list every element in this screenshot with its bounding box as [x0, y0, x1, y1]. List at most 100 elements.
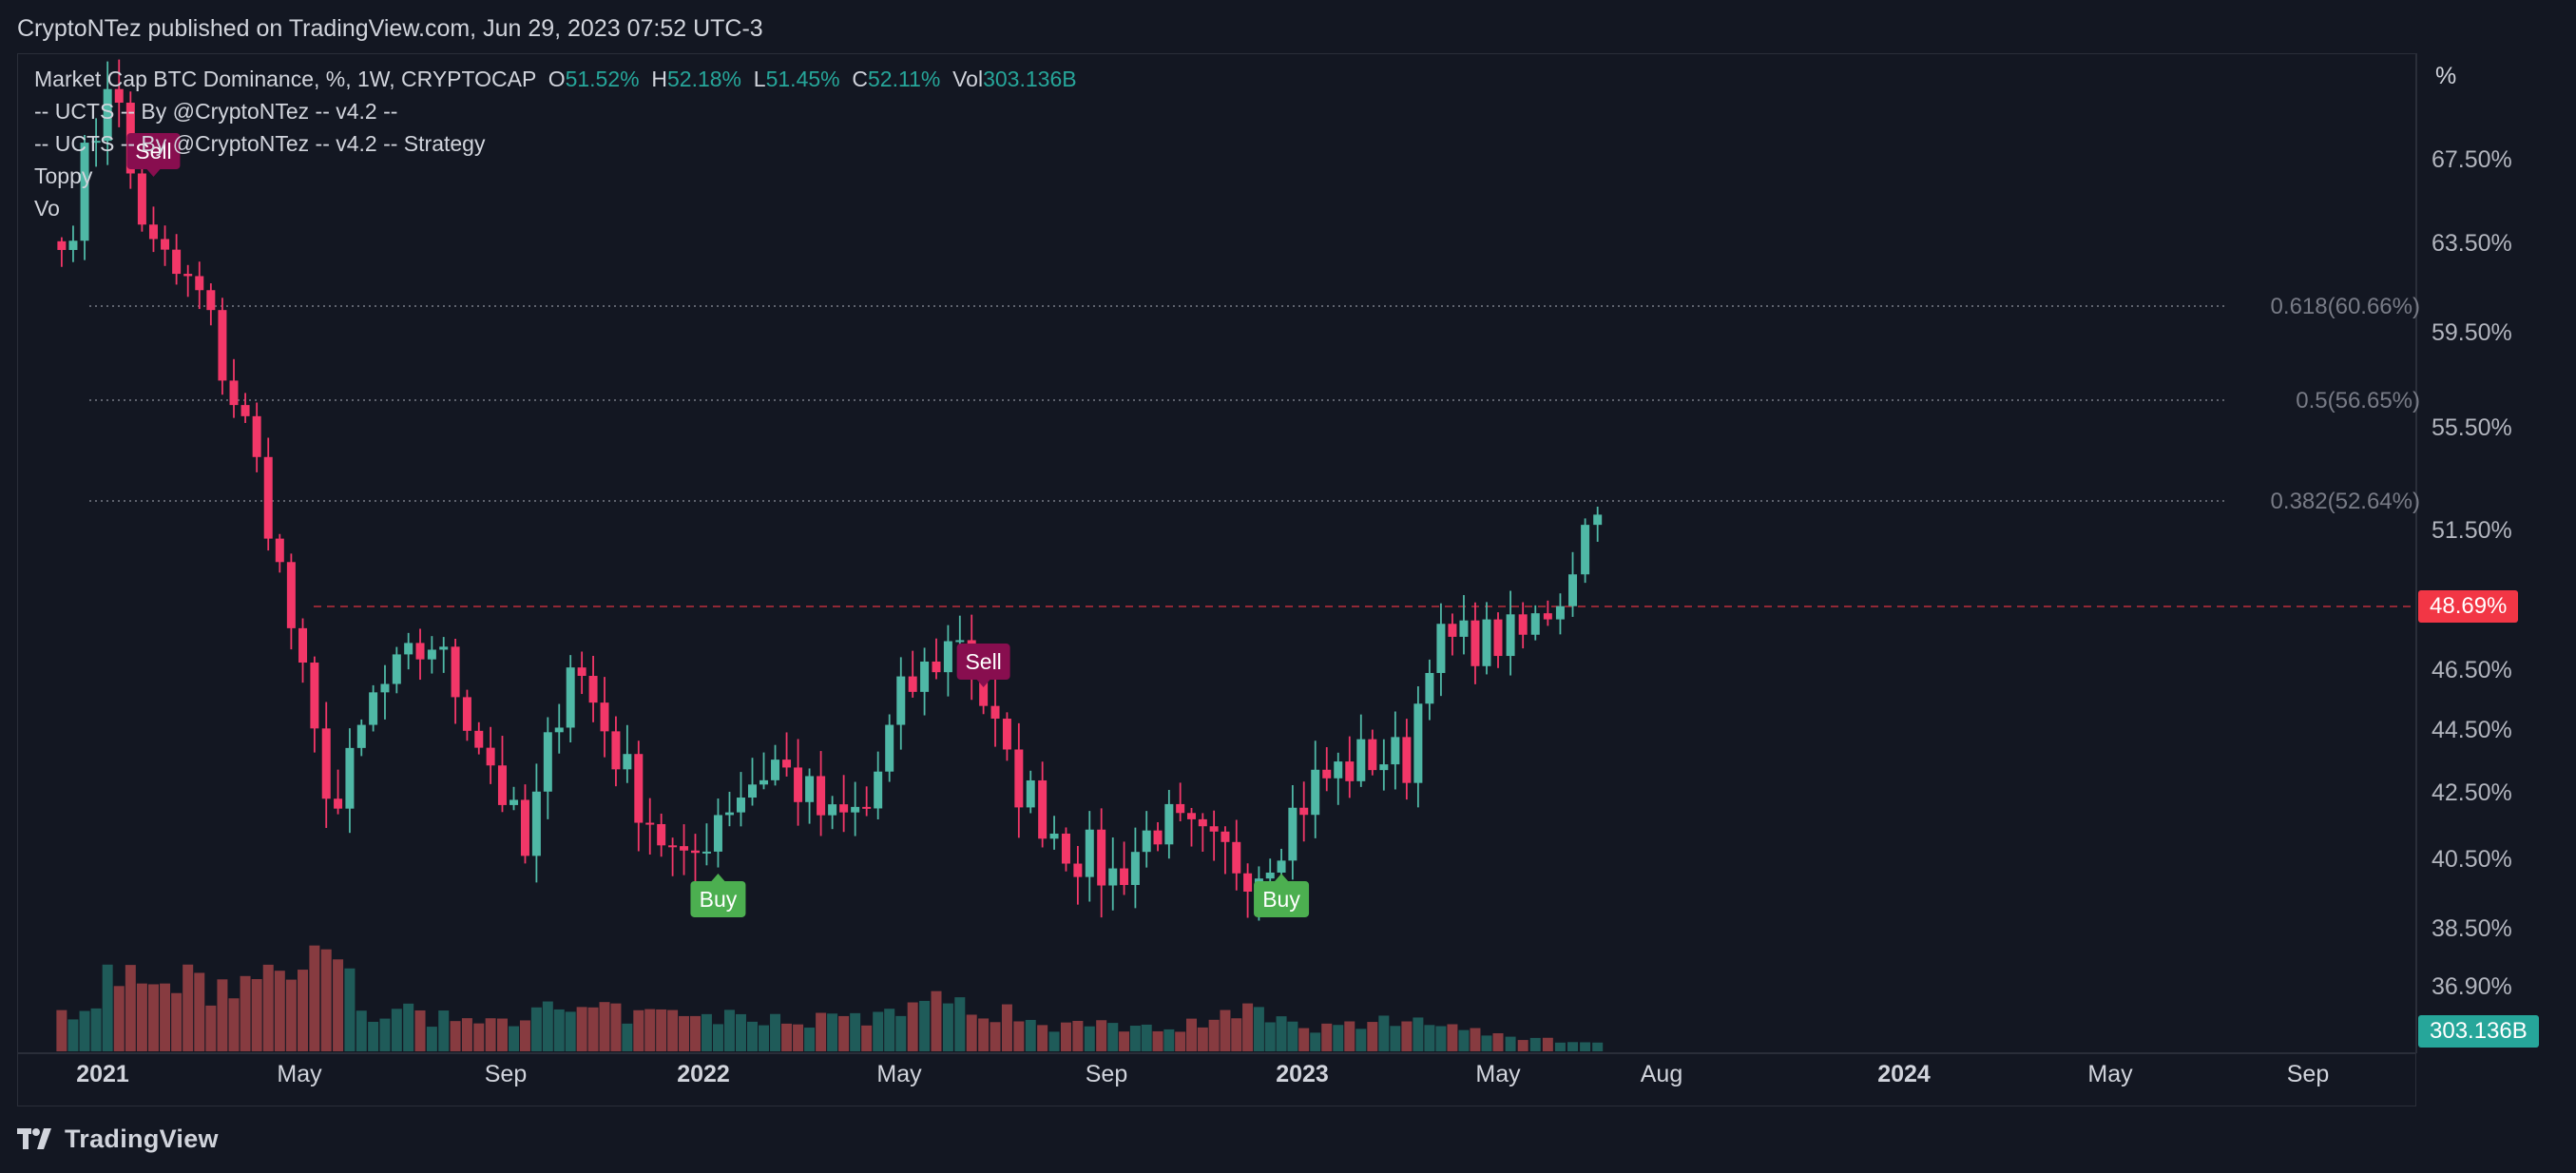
volume-bar: [1505, 1036, 1516, 1051]
volume-bar: [850, 1012, 861, 1051]
candle-body: [1176, 803, 1185, 814]
volume-bar: [509, 1026, 520, 1051]
candle-body: [1448, 624, 1457, 637]
symbol-legend[interactable]: Market Cap BTC Dominance, %, 1W, CRYPTOC…: [34, 67, 1077, 92]
volume-bar: [1287, 1021, 1298, 1051]
candle-body: [57, 240, 67, 250]
indicator-legend-3[interactable]: Toppy: [34, 163, 93, 188]
candle-body: [577, 667, 586, 677]
low-value: 51.45%: [765, 67, 840, 91]
buy-signal-pointer: [711, 873, 725, 881]
candle-body: [334, 798, 343, 809]
candle-body: [91, 141, 101, 144]
candle-body: [702, 851, 711, 854]
candle-body: [1288, 807, 1298, 861]
volume-bar: [622, 1023, 633, 1051]
candle-body: [1108, 868, 1118, 886]
volume-bar: [228, 998, 240, 1051]
volume-bar: [274, 971, 285, 1051]
indicator-legend-2[interactable]: -- UCTS -- By @CryptoNTez -- v4.2 -- Str…: [34, 131, 486, 156]
candle-body: [554, 727, 564, 733]
candle-body: [356, 724, 366, 748]
volume-bar: [1447, 1024, 1458, 1051]
candle-body: [1425, 672, 1434, 704]
volume-bar: [426, 1027, 437, 1051]
volume-bar: [320, 949, 332, 1051]
volume-bar: [1208, 1019, 1220, 1051]
indicator-legend-1[interactable]: -- UCTS -- By @CryptoNTez -- v4.2 --: [34, 99, 398, 124]
candle-body: [724, 812, 734, 816]
candle-body: [771, 760, 780, 780]
candle-body: [1153, 830, 1163, 845]
high-value: 52.18%: [667, 67, 742, 91]
x-tick-label: Sep: [485, 1061, 527, 1087]
y-tick-label: 51.50%: [2432, 517, 2512, 544]
volume-bar: [1253, 1007, 1264, 1051]
buy-signal-badge: [690, 880, 746, 917]
candle-body: [1334, 761, 1343, 779]
volume-bar: [966, 1014, 977, 1051]
volume-bar: [356, 1010, 367, 1051]
volume-bar: [1542, 1037, 1553, 1051]
volume-bar: [1025, 1019, 1036, 1051]
volume-bar: [1344, 1021, 1355, 1051]
candle-body: [1061, 833, 1070, 864]
candle-body: [943, 641, 952, 673]
volume-bar: [485, 1018, 496, 1051]
volume-bar: [781, 1023, 793, 1051]
candle-body: [1506, 614, 1515, 657]
sell-signal-label: Sell: [965, 649, 1001, 674]
volume-bar: [160, 983, 171, 1051]
candle-body: [1322, 769, 1332, 779]
volume-bar: [576, 1007, 587, 1051]
volume-bar: [217, 979, 228, 1051]
volume-bar: [1048, 1031, 1060, 1051]
volume-bar: [1001, 1004, 1012, 1051]
volume-bar: [113, 986, 125, 1051]
candle-body: [611, 731, 621, 770]
candle-body: [1232, 841, 1241, 874]
candle-body: [1311, 769, 1320, 816]
volume-bar: [610, 1003, 622, 1051]
candle-body: [1026, 779, 1035, 808]
y-tick-label: 67.50%: [2432, 146, 2512, 173]
candle-body: [240, 405, 250, 416]
y-tick-label: 38.50%: [2432, 915, 2512, 942]
candle-body: [839, 804, 849, 813]
volume-bar: [1517, 1040, 1528, 1051]
x-tick-label: Aug: [1641, 1061, 1682, 1087]
candle-body: [908, 676, 917, 692]
candle-body: [543, 732, 552, 792]
plot-area[interactable]: [56, 59, 2416, 1051]
candle-body: [392, 654, 401, 684]
volume-bar: [804, 1028, 816, 1051]
buy-signal-pointer: [1275, 873, 1289, 881]
volume-bar: [735, 1013, 746, 1051]
volume-bar: [599, 1002, 610, 1051]
volume-bar: [1084, 1026, 1095, 1051]
volume-bar: [298, 970, 309, 1051]
candle-body: [380, 683, 390, 693]
volume-bar: [251, 979, 262, 1051]
candle-body: [114, 88, 124, 104]
volume-bar: [542, 1001, 553, 1051]
volume-bar: [414, 1010, 426, 1051]
volume-bar: [1185, 1018, 1197, 1051]
y-tick-label: 36.90%: [2432, 973, 2512, 1000]
candle-body: [275, 538, 284, 563]
candle-body: [1356, 739, 1366, 781]
sell-signal-badge: [956, 644, 1010, 681]
candle-body: [1518, 614, 1528, 635]
indicator-legend-4[interactable]: Vo: [34, 196, 60, 221]
candle-body: [1493, 619, 1503, 657]
candle-body: [920, 661, 930, 692]
volume-bar: [1492, 1032, 1504, 1051]
volume-bar: [747, 1021, 758, 1051]
candle-body: [404, 643, 413, 655]
sell-signal-pointer: [976, 680, 990, 688]
high-label: H: [651, 67, 667, 91]
volume-bar: [1129, 1026, 1141, 1051]
volume-bar: [309, 945, 320, 1051]
footer-brand[interactable]: TradingView: [17, 1122, 219, 1156]
